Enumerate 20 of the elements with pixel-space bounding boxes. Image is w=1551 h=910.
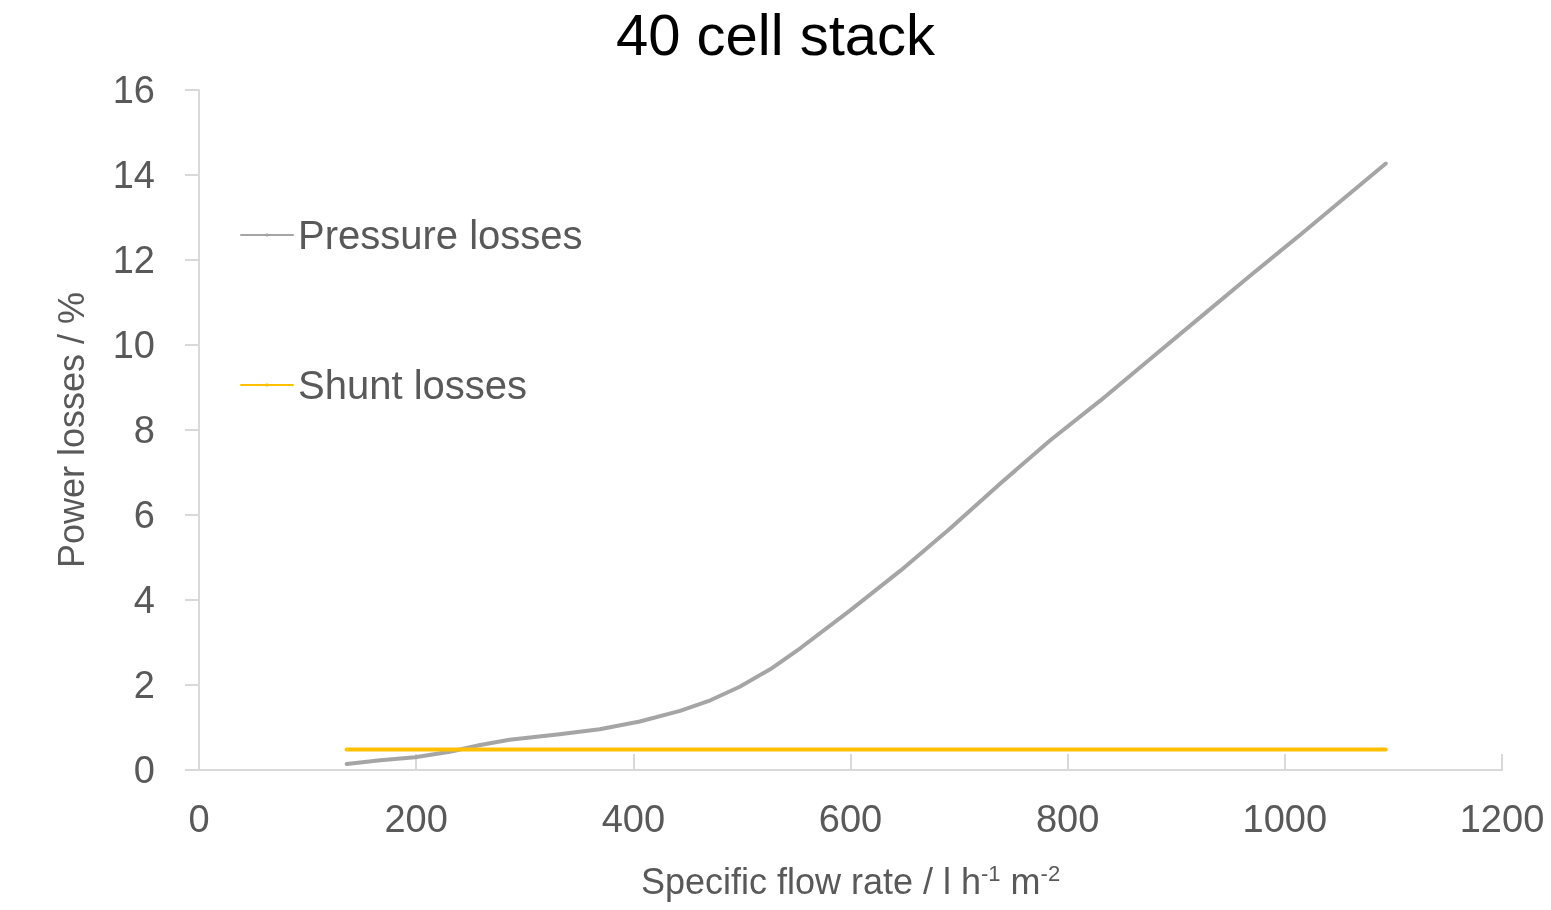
x-tick-label: 400 [601,798,666,840]
y-tick-label: 10 [112,324,155,366]
x-tick-label: 0 [188,798,210,840]
x-tick-label: 1000 [1242,798,1328,840]
chart-title: 40 cell stack [615,1,937,67]
x-tick-label: 1200 [1459,798,1545,840]
legend-label: Pressure losses [298,213,583,257]
x-tick-label: 200 [384,798,448,840]
y-tick-label: 16 [112,69,155,111]
x-tick-label: 800 [1035,798,1100,840]
x-tick-label: 600 [818,798,883,840]
y-tick-label: 6 [133,494,155,536]
y-tick-label: 0 [133,749,155,791]
y-axis-title: Power losses / % [50,291,92,569]
y-tick-label: 4 [133,579,155,621]
y-tick-label: 8 [133,409,155,451]
legend-label: Shunt losses [298,363,528,407]
y-tick-label: 14 [112,154,155,196]
y-tick-label: 12 [112,239,155,281]
y-tick-label: 2 [133,664,155,706]
